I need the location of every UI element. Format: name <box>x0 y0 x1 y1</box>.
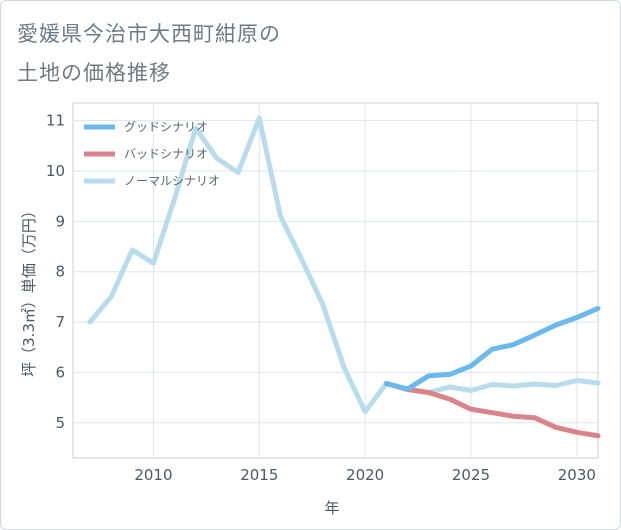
y-tick-label: 11 <box>46 112 65 130</box>
grid-lines <box>73 103 598 458</box>
x-tick-label: 2020 <box>346 466 384 484</box>
x-tick-label: 2030 <box>558 466 596 484</box>
x-tick-label: 2015 <box>240 466 278 484</box>
series-line-2 <box>87 115 601 415</box>
legend-label: グッドシナリオ <box>124 120 208 134</box>
y-tick-label: 10 <box>46 162 65 180</box>
y-tick-label: 8 <box>55 263 65 281</box>
chart-title-line-2: 土地の価格推移 <box>17 61 171 85</box>
y-tick-label: 6 <box>55 363 65 381</box>
series-line-0 <box>383 305 601 392</box>
series-line-1 <box>383 381 601 439</box>
plot-area <box>72 102 599 459</box>
x-tick-label: 2010 <box>134 466 172 484</box>
x-axis-label: 年 <box>324 499 339 517</box>
y-tick-label: 9 <box>55 212 65 230</box>
y-axis-label: 坪（3.3㎡）単価（万円） <box>20 203 38 377</box>
chart-title-line-1: 愛媛県今治市大西町紺原の <box>17 22 281 46</box>
axis-ticks: 2010 2015 2020 2025 2030 5 6 7 8 9 10 11 <box>46 112 596 484</box>
series-lines <box>87 115 601 439</box>
legend-label: バッドシナリオ <box>124 147 208 161</box>
legend-label: ノーマルシナリオ <box>124 174 220 188</box>
y-tick-label: 7 <box>55 313 65 331</box>
y-tick-label: 5 <box>55 414 65 432</box>
x-tick-label: 2025 <box>452 466 490 484</box>
